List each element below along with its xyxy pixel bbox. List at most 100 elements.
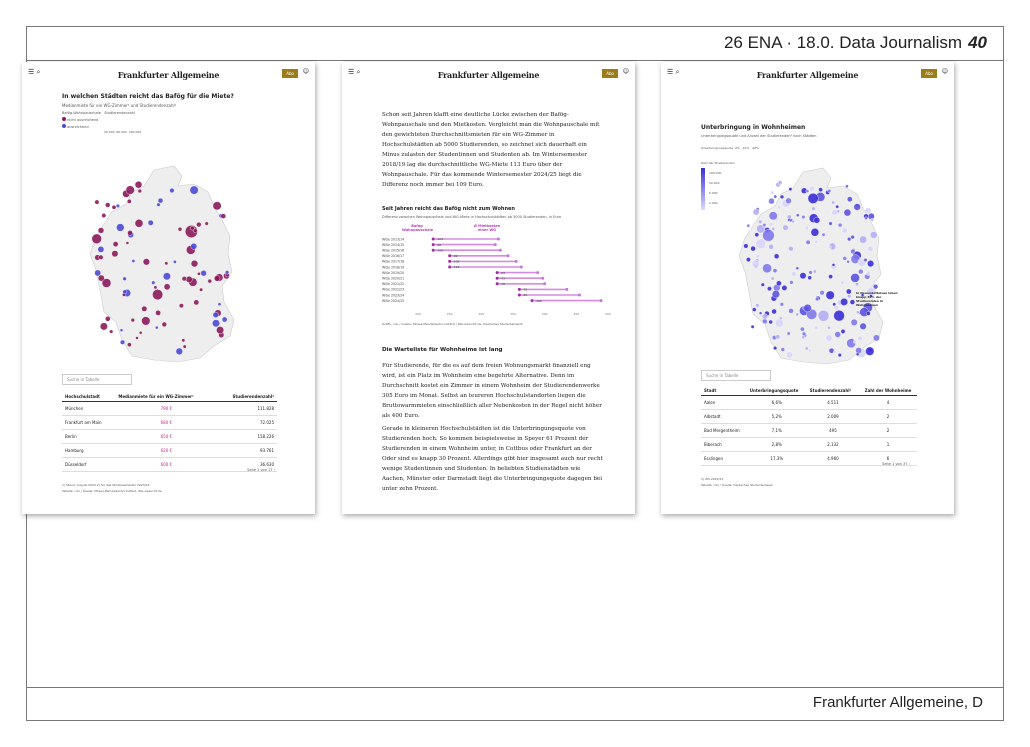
city-marker[interactable] — [752, 208, 760, 216]
city-marker[interactable] — [147, 219, 154, 226]
city-marker[interactable] — [847, 196, 853, 203]
city-marker[interactable] — [786, 331, 791, 336]
city-marker[interactable] — [225, 270, 230, 275]
city-marker[interactable] — [752, 307, 757, 312]
city-marker[interactable] — [821, 232, 826, 237]
city-marker[interactable] — [181, 338, 186, 343]
city-marker[interactable] — [833, 350, 837, 354]
city-marker[interactable] — [850, 234, 855, 240]
city-marker[interactable] — [788, 246, 794, 252]
col-students[interactable]: Studierendenzahl² — [217, 392, 277, 402]
city-marker[interactable] — [137, 188, 142, 194]
city-marker[interactable] — [745, 257, 751, 263]
city-marker[interactable] — [818, 187, 823, 193]
city-marker[interactable] — [127, 342, 132, 347]
city-marker[interactable] — [155, 325, 159, 330]
city-marker[interactable] — [795, 213, 800, 217]
city-marker[interactable] — [847, 236, 852, 242]
city-marker[interactable] — [827, 325, 831, 330]
city-marker[interactable] — [801, 215, 806, 220]
city-marker[interactable] — [801, 331, 807, 336]
city-marker[interactable] — [214, 275, 221, 282]
city-marker[interactable] — [785, 197, 792, 204]
abo-button[interactable]: Abo — [602, 69, 618, 78]
city-marker[interactable] — [800, 326, 805, 332]
city-marker[interactable] — [762, 313, 768, 320]
col-city[interactable]: Hochschulstadt — [62, 392, 116, 402]
city-marker[interactable] — [840, 328, 846, 334]
city-marker[interactable] — [182, 344, 187, 349]
city-marker[interactable] — [831, 200, 836, 205]
city-marker[interactable] — [863, 258, 868, 262]
city-marker[interactable] — [199, 287, 204, 292]
city-marker[interactable] — [819, 290, 825, 296]
city-marker[interactable] — [782, 224, 789, 231]
city-marker[interactable] — [220, 213, 227, 219]
city-marker[interactable] — [870, 218, 874, 222]
city-marker[interactable] — [804, 225, 809, 231]
city-marker[interactable] — [813, 216, 821, 224]
city-marker[interactable] — [840, 297, 849, 306]
city-marker[interactable] — [177, 226, 183, 232]
city-marker[interactable] — [847, 294, 852, 299]
city-marker[interactable] — [768, 197, 775, 205]
city-marker[interactable] — [815, 297, 820, 302]
city-marker[interactable] — [190, 259, 199, 268]
city-marker[interactable] — [163, 272, 171, 281]
city-marker[interactable] — [125, 241, 130, 245]
city-marker[interactable] — [768, 319, 773, 325]
city-marker[interactable] — [855, 352, 860, 357]
city-marker[interactable] — [217, 302, 222, 306]
city-marker[interactable] — [131, 259, 136, 263]
city-marker[interactable] — [850, 248, 856, 254]
city-marker[interactable] — [207, 278, 213, 284]
city-marker[interactable] — [98, 254, 104, 260]
city-marker[interactable] — [779, 302, 784, 307]
city-marker[interactable] — [857, 335, 863, 342]
dorm-map[interactable] — [731, 164, 901, 369]
city-marker[interactable] — [860, 293, 865, 297]
city-marker[interactable] — [755, 303, 760, 308]
city-marker[interactable] — [867, 260, 875, 268]
city-marker[interactable] — [777, 180, 783, 185]
city-marker[interactable] — [97, 274, 105, 282]
city-marker[interactable] — [873, 284, 879, 290]
city-marker[interactable] — [758, 311, 763, 315]
city-marker[interactable] — [193, 228, 198, 233]
city-marker[interactable] — [181, 276, 187, 282]
city-marker[interactable] — [825, 334, 833, 342]
city-marker[interactable] — [853, 203, 861, 211]
city-marker[interactable] — [762, 263, 772, 274]
city-marker[interactable] — [808, 270, 813, 275]
city-marker[interactable] — [109, 329, 114, 334]
city-marker[interactable] — [111, 250, 119, 258]
city-marker[interactable] — [768, 244, 774, 250]
city-marker[interactable] — [91, 233, 102, 244]
abo-button[interactable]: Abo — [282, 69, 298, 78]
city-marker[interactable] — [164, 261, 169, 266]
city-marker[interactable] — [807, 193, 819, 204]
city-marker[interactable] — [828, 274, 833, 279]
city-marker[interactable] — [755, 238, 766, 250]
city-marker[interactable] — [221, 316, 228, 323]
menu-search-icons[interactable]: ☰ ⌕ — [348, 68, 361, 76]
city-marker[interactable] — [827, 188, 832, 193]
city-marker[interactable] — [867, 245, 874, 252]
city-marker[interactable] — [152, 289, 164, 301]
city-marker[interactable] — [810, 228, 820, 237]
city-marker[interactable] — [855, 282, 859, 287]
col-rent[interactable]: Medianmiete für ein WG-Zimmer¹ — [115, 392, 218, 402]
city-marker[interactable] — [111, 205, 117, 210]
city-marker[interactable] — [858, 268, 864, 275]
city-marker[interactable] — [807, 275, 812, 280]
city-marker[interactable] — [216, 326, 225, 335]
city-marker[interactable] — [825, 290, 835, 300]
city-marker[interactable] — [101, 278, 112, 288]
city-marker[interactable] — [773, 194, 778, 199]
city-marker[interactable] — [179, 303, 184, 309]
city-marker[interactable] — [850, 273, 860, 283]
city-marker[interactable] — [139, 330, 143, 335]
city-marker[interactable] — [97, 227, 105, 234]
city-marker[interactable] — [831, 209, 838, 216]
city-marker[interactable] — [189, 185, 199, 195]
